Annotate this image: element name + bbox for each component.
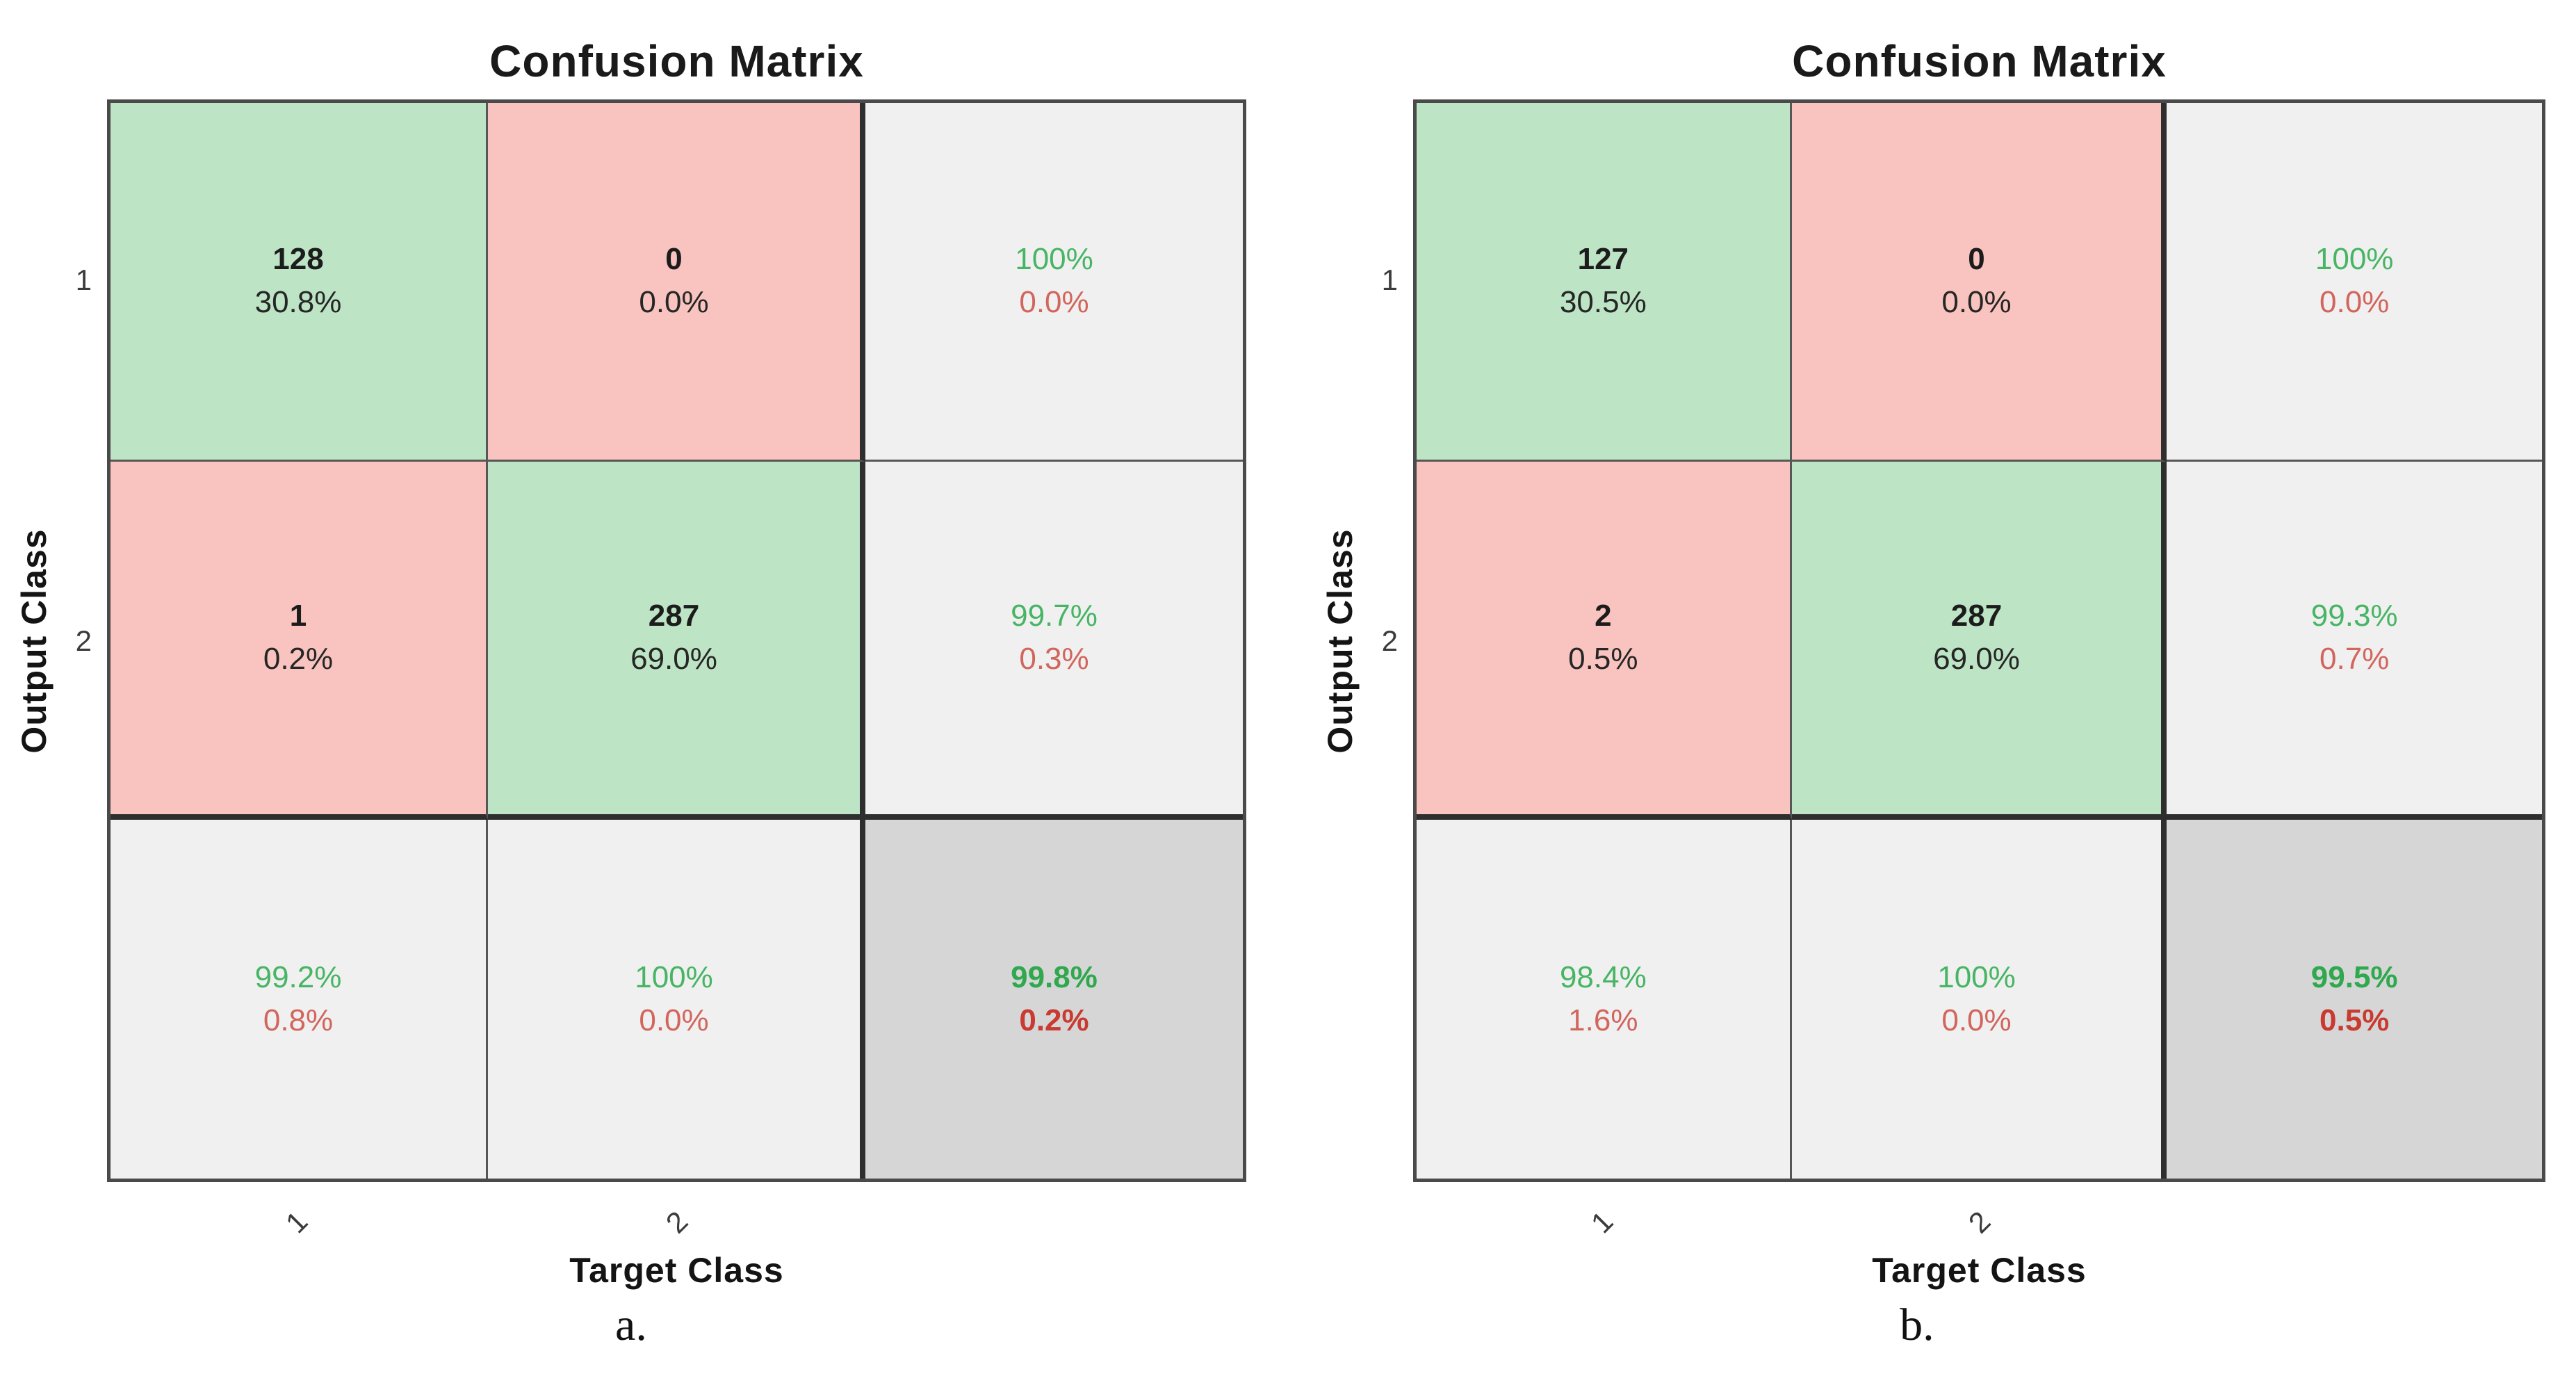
rate-positive: 99.8% xyxy=(1011,960,1098,994)
cell-percent: 0.0% xyxy=(1941,285,2012,320)
rate-positive: 99.3% xyxy=(2310,599,2398,633)
cell-count: 287 xyxy=(1950,599,2003,633)
x-tick-1: 1 xyxy=(279,1204,314,1240)
cell-output2-summary: 99.3% 0.7% xyxy=(2167,461,2542,820)
cell-overall-accuracy: 99.8% 0.2% xyxy=(865,820,1243,1179)
rate-negative: 0.0% xyxy=(639,1003,709,1038)
confusion-matrix-panel-b: Confusion Matrix Output Class 1 2 127 30… xyxy=(1321,36,2545,1350)
cell-percent: 0.0% xyxy=(639,285,709,320)
y-axis-label: Output Class xyxy=(15,528,54,754)
rate-positive: 100% xyxy=(1937,960,2016,994)
cell-output1-summary: 100% 0.0% xyxy=(865,103,1243,462)
rate-negative: 0.3% xyxy=(1019,642,1089,677)
subfigure-caption-a: a. xyxy=(615,1300,647,1350)
rate-negative: 0.2% xyxy=(1019,1003,1089,1038)
rate-negative: 0.5% xyxy=(2320,1003,2390,1038)
y-tick-1: 1 xyxy=(1381,263,1398,296)
cell-count: 287 xyxy=(648,599,700,633)
cell-count: 2 xyxy=(1595,599,1612,633)
cell-target2-summary: 100% 0.0% xyxy=(1791,820,2167,1179)
cell-count: 127 xyxy=(1577,241,1629,276)
x-tick-1: 1 xyxy=(1584,1204,1620,1240)
y-axis-label: Output Class xyxy=(1321,528,1360,754)
rate-positive: 100% xyxy=(1015,241,1093,276)
cell-overall-accuracy: 99.5% 0.5% xyxy=(2167,820,2542,1179)
cell-percent: 30.8% xyxy=(254,285,342,320)
cell-output1-target1: 128 30.8% xyxy=(111,103,488,462)
chart-title: Confusion Matrix xyxy=(1792,36,2167,86)
subfigure-caption-b: b. xyxy=(1900,1300,1934,1350)
cell-output2-target2: 287 69.0% xyxy=(488,461,865,820)
rate-negative: 0.8% xyxy=(263,1003,334,1038)
cell-output2-summary: 99.7% 0.3% xyxy=(865,461,1243,820)
rate-positive: 99.5% xyxy=(2310,960,2398,994)
confusion-grid: 127 30.5% 0 0.0% 100% 0.0% 2 0.5% 287 69… xyxy=(1413,99,2545,1182)
cell-output1-target2: 0 0.0% xyxy=(488,103,865,462)
y-tick-2: 2 xyxy=(1381,624,1398,657)
cell-percent: 0.2% xyxy=(263,642,334,677)
rate-negative: 0.0% xyxy=(1019,285,1089,320)
x-axis-label: Target Class xyxy=(569,1251,784,1290)
confusion-matrix-panel-a: Confusion Matrix Output Class 1 2 128 30… xyxy=(15,36,1246,1350)
cell-output1-target1: 127 30.5% xyxy=(1417,103,1792,462)
rate-negative: 0.0% xyxy=(1941,1003,2012,1038)
x-tick-2: 2 xyxy=(659,1204,694,1240)
rate-positive: 98.4% xyxy=(1559,960,1647,994)
cell-output2-target1: 2 0.5% xyxy=(1417,461,1792,820)
cell-target2-summary: 100% 0.0% xyxy=(488,820,865,1179)
cell-percent: 69.0% xyxy=(1933,642,2020,677)
y-tick-2: 2 xyxy=(75,624,92,657)
cell-count: 0 xyxy=(1968,241,1985,276)
x-axis-label: Target Class xyxy=(1872,1251,2087,1290)
rate-positive: 100% xyxy=(635,960,713,994)
y-tick-1: 1 xyxy=(75,263,92,296)
cell-output2-target2: 287 69.0% xyxy=(1791,461,2167,820)
cell-percent: 0.5% xyxy=(1568,642,1638,677)
cell-count: 1 xyxy=(289,599,307,633)
rate-negative: 1.6% xyxy=(1568,1003,1638,1038)
cell-percent: 69.0% xyxy=(630,642,717,677)
cell-count: 128 xyxy=(272,241,324,276)
cell-output1-target2: 0 0.0% xyxy=(1791,103,2167,462)
rate-negative: 0.0% xyxy=(2320,285,2390,320)
x-tick-2: 2 xyxy=(1962,1204,1997,1240)
rate-positive: 99.7% xyxy=(1011,599,1098,633)
cell-output2-target1: 1 0.2% xyxy=(111,461,488,820)
rate-negative: 0.7% xyxy=(2320,642,2390,677)
cell-target1-summary: 98.4% 1.6% xyxy=(1417,820,1792,1179)
cell-percent: 30.5% xyxy=(1559,285,1647,320)
rate-positive: 100% xyxy=(2315,241,2394,276)
cell-count: 0 xyxy=(665,241,683,276)
cell-output1-summary: 100% 0.0% xyxy=(2167,103,2542,462)
confusion-grid: 128 30.8% 0 0.0% 100% 0.0% 1 0.2% 287 69… xyxy=(107,99,1246,1182)
rate-positive: 99.2% xyxy=(254,960,342,994)
cell-target1-summary: 99.2% 0.8% xyxy=(111,820,488,1179)
chart-title: Confusion Matrix xyxy=(489,36,864,86)
